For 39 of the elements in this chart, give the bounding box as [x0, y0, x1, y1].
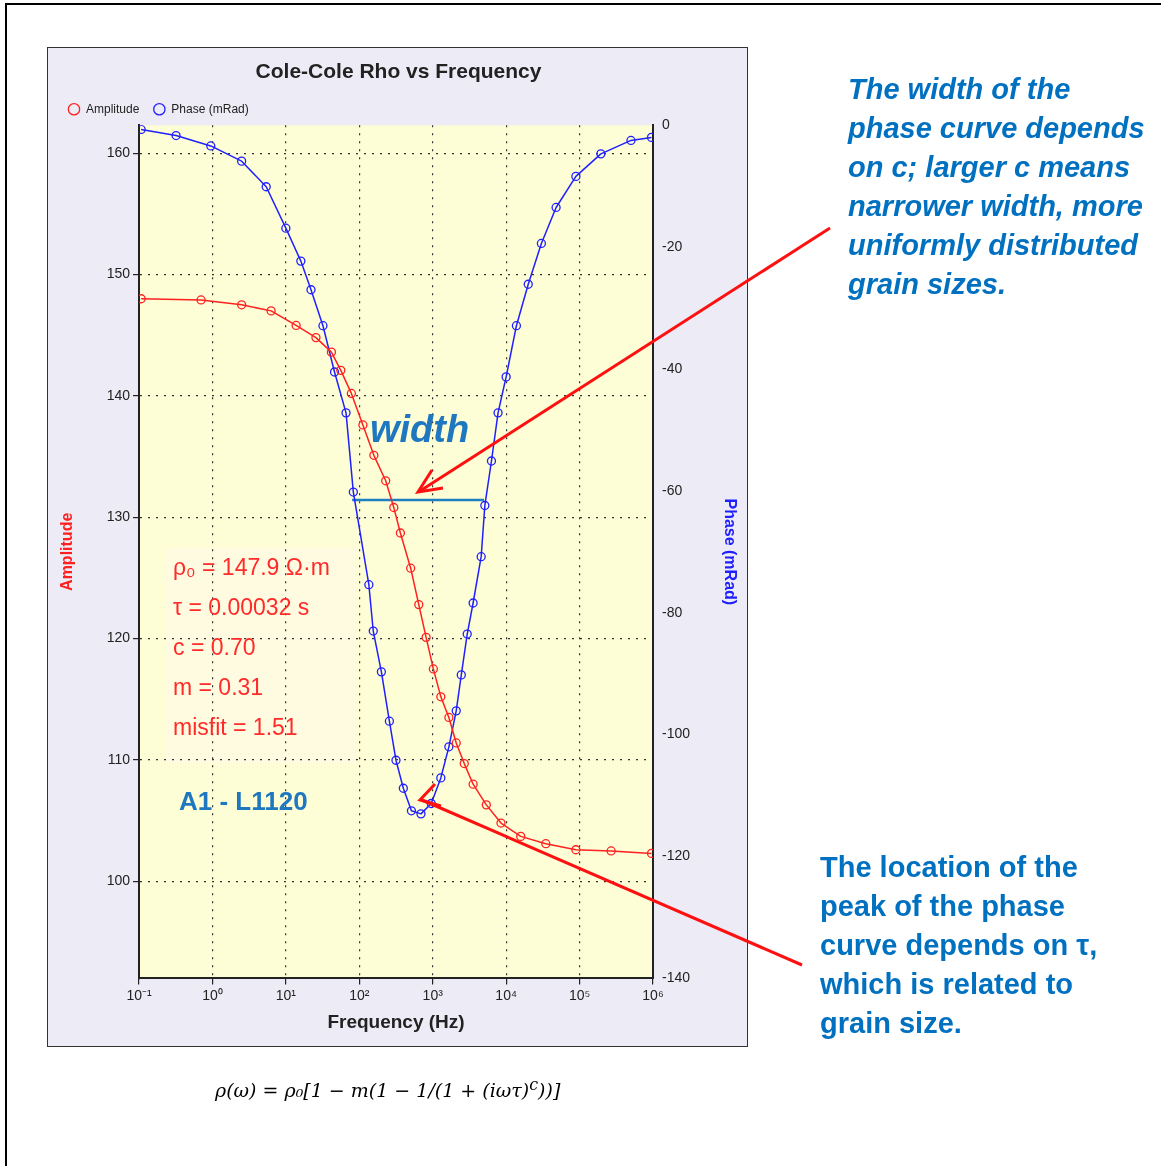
y2-tick-label: -100 [662, 725, 691, 742]
x-tick-label: 10⁶ [642, 986, 664, 1003]
y-tick-label: 120 [106, 629, 131, 646]
y2-tick-label: -140 [662, 969, 691, 986]
annotation: width [370, 408, 470, 451]
y-tick-label: 150 [106, 265, 131, 282]
legend-label: Phase (mRad) [171, 101, 249, 116]
chart-title: Cole-Cole Rho vs Frequency [255, 59, 542, 83]
y-tick-label: 140 [106, 386, 131, 403]
annotation: misfit = 1.51 [173, 714, 298, 741]
x-axis-title: Frequency (Hz) [327, 1010, 465, 1032]
annotation: ρ₀ = 147.9 Ω·m [173, 554, 330, 581]
x-tick-label: 10⁵ [568, 986, 591, 1003]
annotation: A1 - L1120 [179, 786, 308, 817]
y2-tick-label: 0 [662, 116, 670, 133]
y2-tick-label: -120 [662, 847, 691, 864]
x-tick-label: 10⁻¹ [126, 986, 152, 1003]
text: ρ(ω) = ρ₀[1 − m(1 − 1/(1 + (iωτ)$^{c}$))] [215, 1075, 561, 1102]
x-tick-label: 10² [349, 986, 370, 1003]
text: The width of the phase curve depends on c; larger c means narrower width, more uniformly distributed grain sizes. [848, 72, 1146, 302]
y-axis-title: Amplitude [58, 512, 76, 591]
y2-axis-title: Phase (mRad) [721, 498, 739, 606]
y-tick-label: 100 [106, 872, 131, 889]
annotation: m = 0.31 [173, 674, 264, 701]
legend-label: Amplitude [86, 101, 140, 116]
x-tick-label: 10⁰ [202, 986, 223, 1003]
y2-tick-label: -40 [662, 359, 683, 376]
annotation: c = 0.70 [173, 634, 256, 661]
y2-tick-label: -60 [662, 481, 683, 498]
x-tick-label: 10⁴ [495, 986, 517, 1003]
text: The location of the peak of the phase curve depends on τ, which is related to grain size. [820, 850, 1099, 1041]
x-tick-label: 10³ [422, 986, 444, 1003]
x-tick-label: 10¹ [275, 986, 297, 1003]
y-tick-label: 130 [106, 508, 131, 525]
y2-tick-label: -80 [662, 603, 683, 620]
annotation: τ = 0.00032 s [173, 594, 310, 621]
y2-tick-label: -20 [662, 237, 683, 254]
y-tick-label: 110 [107, 750, 131, 767]
y-tick-label: 160 [106, 143, 131, 160]
